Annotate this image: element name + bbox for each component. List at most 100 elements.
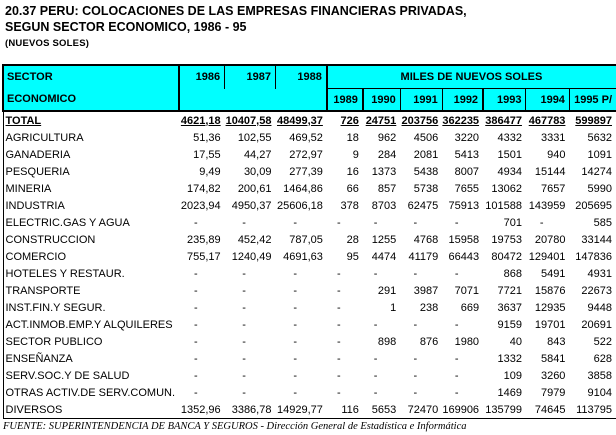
- value-cell: 5632: [587, 131, 612, 144]
- value-cell: -: [242, 301, 246, 314]
- value-cell: 1501: [497, 148, 522, 161]
- value-cell: 5653: [362, 401, 401, 419]
- title-block: 20.37 PERU: COLOCACIONES DE LAS EMPRESAS…: [5, 3, 467, 49]
- sector-label: MINERIA: [2, 180, 180, 197]
- value-cell: 74645: [525, 401, 570, 419]
- value-cell: 8007: [454, 165, 480, 178]
- value-cell: -: [337, 301, 341, 314]
- value-cell: 898: [377, 335, 397, 348]
- value-cell: 857: [377, 182, 397, 195]
- value-cell: 30,09: [243, 165, 272, 178]
- value-cell: -: [373, 216, 378, 229]
- value-cell: 129401: [528, 250, 566, 263]
- value-cell: 4621,18: [180, 114, 221, 127]
- value-cell: 116: [326, 401, 363, 419]
- sector-label: ACT.INMOB.EMP.Y ALQUILERES: [2, 316, 180, 333]
- value-cell: 3858: [587, 369, 612, 382]
- value-cell: 15876: [534, 284, 566, 297]
- value-cell: 1352,96: [179, 401, 225, 419]
- value-cell: -: [373, 318, 378, 331]
- sector-label: TOTAL: [2, 111, 180, 129]
- value-cell: -: [337, 318, 341, 331]
- value-cell: 13062: [491, 182, 522, 195]
- value-cell: 3386,78: [224, 401, 276, 419]
- value-cell: -: [293, 352, 297, 365]
- page-title-line2: SEGUN SECTOR ECONOMICO, 1986 - 95: [5, 20, 247, 34]
- value-cell: 4506: [413, 131, 439, 144]
- value-cell: -: [242, 216, 246, 229]
- value-cell: 1373: [371, 165, 397, 178]
- value-cell: 66: [346, 182, 359, 195]
- value-cell: 1332: [497, 352, 522, 365]
- value-cell: -: [337, 284, 341, 297]
- table-row: INDUSTRIA 2023,94 4950,37 25606,18 378 8703 62…: [2, 197, 616, 214]
- value-cell: 15958: [448, 233, 480, 246]
- value-cell: -: [454, 369, 459, 382]
- table-row: AGRICULTURA 51,36 102,55 469,52 18 962 4506 322…: [2, 129, 616, 146]
- value-cell: 48499,37: [276, 114, 323, 127]
- value-cell: 8703: [371, 199, 397, 212]
- value-cell: 72470: [400, 401, 443, 419]
- value-cell: 238: [419, 301, 439, 314]
- value-cell: 1091: [587, 148, 612, 161]
- value-cell: 19701: [534, 318, 566, 331]
- table-row: PESQUERIA 9,49 30,09 277,39 16 1373 5438 8007 49…: [2, 163, 616, 180]
- value-cell: -: [293, 267, 297, 280]
- value-cell: 80472: [491, 250, 522, 263]
- value-cell: -: [337, 386, 341, 399]
- value-cell: 20780: [534, 233, 566, 246]
- value-cell: -: [293, 386, 297, 399]
- sector-label: ELECTRIC.GAS Y AGUA: [2, 214, 180, 231]
- value-cell: 1255: [371, 233, 397, 246]
- value-cell: 5491: [540, 267, 566, 280]
- value-cell: 24751: [365, 114, 397, 127]
- value-cell: -: [337, 352, 341, 365]
- sector-label: SECTOR PUBLICO: [2, 333, 180, 350]
- value-cell: 4768: [413, 233, 439, 246]
- value-cell: 522: [593, 335, 612, 348]
- value-cell: 362235: [442, 114, 480, 127]
- value-cell: 962: [377, 131, 397, 144]
- value-cell: -: [337, 267, 341, 280]
- value-cell: 5738: [413, 182, 439, 195]
- value-cell: 10407,58: [225, 114, 272, 127]
- value-cell: 628: [593, 352, 612, 365]
- value-cell: -: [194, 352, 198, 365]
- value-cell: 7071: [454, 284, 480, 297]
- header-year-1991: 1991: [400, 88, 443, 112]
- value-cell: 1240,49: [231, 250, 272, 263]
- value-cell: 277,39: [289, 165, 323, 178]
- value-cell: 291: [377, 284, 397, 297]
- value-cell: -: [454, 352, 459, 365]
- sector-label: INST.FIN.Y SEGUR.: [2, 299, 180, 316]
- value-cell: -: [242, 369, 246, 382]
- sector-label: PESQUERIA: [2, 163, 180, 180]
- sector-label: HOTELES Y RESTAUR.: [2, 265, 180, 282]
- value-cell: 1464,86: [283, 182, 323, 195]
- sector-label: TRANSPORTE: [2, 282, 180, 299]
- value-cell: -: [413, 386, 418, 399]
- header-empty-1987: [224, 88, 276, 112]
- value-cell: 235,89: [187, 233, 221, 246]
- value-cell: 701: [503, 216, 522, 229]
- value-cell: 22673: [581, 284, 612, 297]
- value-cell: 1980: [454, 335, 480, 348]
- value-cell: -: [293, 284, 297, 297]
- value-cell: 386477: [485, 114, 522, 127]
- value-cell: 9159: [497, 318, 522, 331]
- table-row: TOTAL 4621,18 10407,58 48499,37 726 24751 2037…: [2, 111, 616, 129]
- value-cell: 9,49: [199, 165, 221, 178]
- value-cell: 378: [340, 199, 359, 212]
- value-cell: 1469: [497, 386, 522, 399]
- table-row: ELECTRIC.GAS Y AGUA - - - - - - - 701 - 585: [2, 214, 616, 231]
- value-cell: -: [194, 386, 198, 399]
- value-cell: 843: [547, 335, 566, 348]
- value-cell: 272,97: [289, 148, 323, 161]
- value-cell: 19753: [491, 233, 522, 246]
- page-title-line1: 20.37 PERU: COLOCACIONES DE LAS EMPRESAS…: [5, 4, 467, 18]
- header-row-2: ECONOMICO 1989 1990 1991 1992 1993 1994 …: [1, 88, 616, 112]
- header-empty-1988: [275, 88, 328, 112]
- value-cell: 102,55: [237, 131, 272, 144]
- value-cell: 3987: [413, 284, 439, 297]
- header-group-miles: MILES DE NUEVOS SOLES: [326, 64, 616, 89]
